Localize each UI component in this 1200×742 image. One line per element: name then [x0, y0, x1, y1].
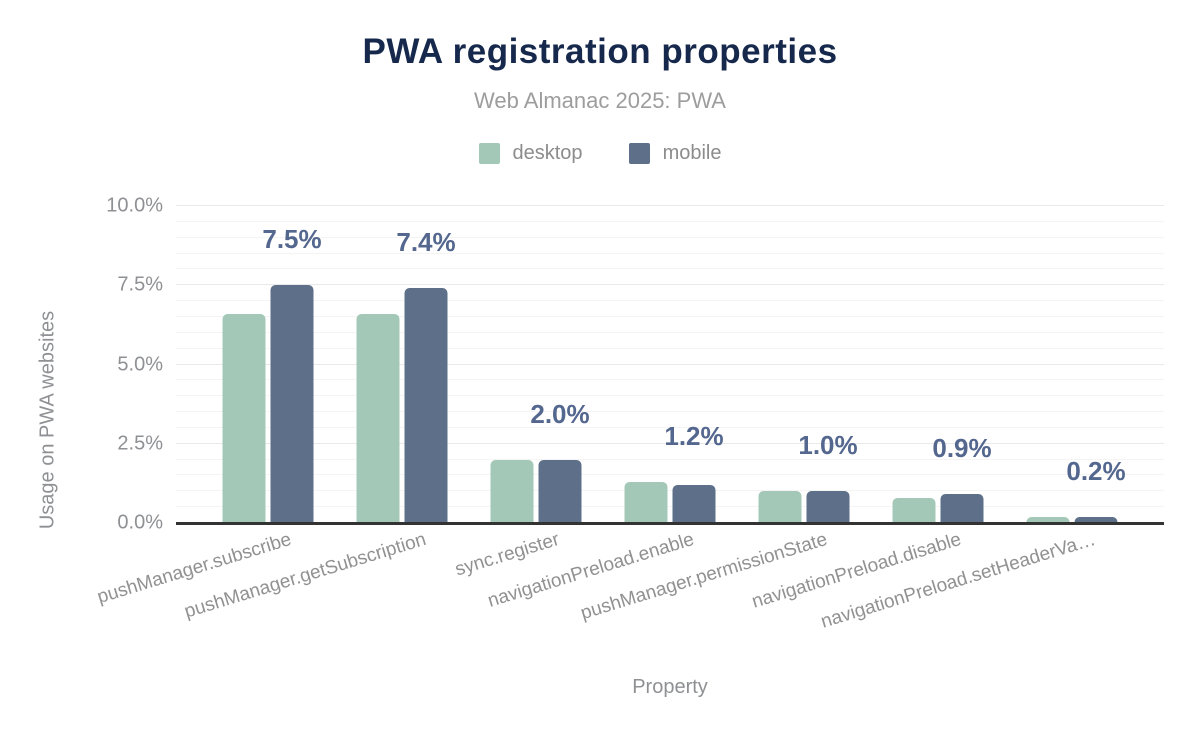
desktop-bar[interactable] [624, 481, 668, 523]
legend-item-desktop[interactable]: desktop [478, 142, 583, 165]
bar-pair [222, 206, 314, 523]
legend: desktop mobile [0, 142, 1200, 165]
desktop-bar[interactable] [1026, 516, 1070, 523]
gridline [176, 411, 1164, 413]
gridline [176, 363, 1164, 365]
bar-group: 7.5% pushManager.subscribe [95, 206, 335, 608]
x-axis-line [176, 522, 1164, 525]
gridline [176, 300, 1164, 302]
value-label: 0.2% [1066, 455, 1126, 486]
y-tick-label: 0.0% [117, 511, 163, 534]
value-label: 7.4% [396, 227, 456, 258]
desktop-bar[interactable] [892, 497, 936, 523]
mobile-bar[interactable] [1074, 516, 1118, 523]
gridline [176, 205, 1164, 206]
bar-group: 0.2% navigationPreload.setHeaderVa… [819, 206, 1139, 633]
x-axis-title: Property [632, 676, 708, 698]
mobile-bar[interactable] [940, 494, 984, 523]
y-tick-label: 2.5% [117, 432, 163, 455]
desktop-bar[interactable] [356, 313, 400, 523]
gridline [176, 220, 1164, 222]
gridline [176, 426, 1164, 428]
bar-pair [356, 206, 448, 523]
value-label: 1.2% [664, 420, 724, 451]
gridline [176, 331, 1164, 333]
gridline [176, 252, 1164, 254]
y-tick-label: 7.5% [117, 273, 163, 296]
gridline [176, 458, 1164, 460]
bar-pair [624, 206, 716, 523]
legend-label: mobile [662, 142, 722, 164]
gridline [176, 490, 1164, 492]
value-label: 7.5% [262, 224, 322, 255]
x-tick-label: pushManager.getSubscription [181, 529, 429, 623]
gridline [176, 506, 1164, 508]
mobile-bar[interactable] [672, 484, 716, 523]
mobile-bar[interactable] [270, 285, 314, 523]
y-tick-label: 5.0% [117, 353, 163, 375]
bar-groups: 7.5% pushManager.subscribe 7.4% pushManager… [95, 206, 1164, 633]
mobile-legend-swatch [628, 143, 650, 164]
y-tick-label: 10.0% [106, 194, 163, 217]
bar-pair [490, 206, 582, 523]
mobile-bar[interactable] [806, 491, 850, 523]
desktop-bar[interactable] [758, 491, 802, 523]
gridline [176, 236, 1164, 238]
y-axis-title: Usage on PWA websites [36, 310, 59, 530]
legend-item-mobile[interactable]: mobile [628, 142, 722, 165]
bar-pair [1026, 206, 1118, 523]
chart-title: PWA registration properties [362, 32, 838, 71]
plot-area: 7.5% pushManager.subscribe 7.4% pushManager… [95, 195, 1164, 633]
bar-group: 1.0% pushManager.permissionState [579, 206, 871, 624]
gridline [176, 395, 1164, 397]
chart-subtitle: Web Almanac 2025: PWA [474, 88, 726, 113]
desktop-bar[interactable] [222, 313, 266, 523]
mobile-bar[interactable] [404, 288, 448, 523]
bar-pair [892, 206, 984, 523]
bar-group: 0.9% navigationPreload.disable [750, 206, 1005, 612]
gridline [176, 379, 1164, 381]
desktop-bar[interactable] [490, 459, 534, 523]
value-label: 1.0% [798, 430, 858, 461]
legend-label: desktop [512, 142, 583, 164]
gridline [176, 268, 1164, 270]
x-tick-label: pushManager.permissionState [578, 529, 831, 625]
value-label: 2.0% [530, 398, 590, 429]
gridline [176, 284, 1164, 286]
mobile-bar[interactable] [538, 459, 582, 523]
gridline [176, 347, 1164, 349]
bar-group: 2.0% sync.register [453, 206, 603, 581]
gridline [176, 315, 1164, 317]
bar-group: 7.4% pushManager.getSubscription [182, 206, 469, 622]
bar-pair [758, 206, 850, 523]
desktop-legend-swatch [478, 143, 500, 164]
bar-group: 1.2% navigationPreload.enable [485, 206, 737, 612]
value-label: 0.9% [932, 433, 992, 464]
gridline [176, 474, 1164, 476]
gridline [176, 442, 1164, 444]
